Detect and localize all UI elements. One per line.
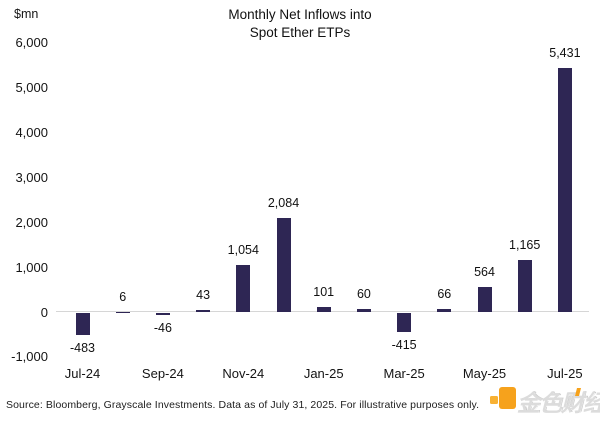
bar-Jan-25 xyxy=(316,307,331,312)
bar-value-label: 1,054 xyxy=(227,242,259,257)
bar-value-label: 60 xyxy=(356,287,371,302)
bar-Nov-24 xyxy=(236,264,251,312)
y-tick-label: 4,000 xyxy=(15,124,48,140)
chart-title: Monthly Net Inflows into Spot Ether ETPs xyxy=(0,6,600,42)
bar-Jul-24 xyxy=(75,313,90,335)
bar-value-label: 43 xyxy=(196,288,211,303)
bar-Mar-25 xyxy=(397,313,412,332)
bar-value-label: 1,165 xyxy=(509,237,541,252)
x-tick-label: Mar-25 xyxy=(383,366,425,381)
y-tick-label: -1,000 xyxy=(11,349,48,365)
bar-value-label: -46 xyxy=(153,321,172,336)
bar-May-25 xyxy=(477,286,492,312)
x-tick-label: Jan-25 xyxy=(303,366,344,381)
y-tick-label: 2,000 xyxy=(15,214,48,230)
y-tick-label: 6,000 xyxy=(15,35,48,51)
bar-value-label: 564 xyxy=(474,264,495,279)
bar-value-label: 101 xyxy=(313,285,335,300)
bar-Dec-24 xyxy=(276,218,291,312)
y-axis-unit-label: $mn xyxy=(14,7,39,21)
bar-Apr-25 xyxy=(437,309,452,312)
watermark: 金色财经 xyxy=(488,383,600,419)
bar-value-label: 2,084 xyxy=(267,196,300,211)
x-tick-label: Nov-24 xyxy=(222,366,265,381)
bar-value-label: -415 xyxy=(391,337,417,352)
bar-Sep-24 xyxy=(155,313,170,316)
y-tick-label: 0 xyxy=(40,304,48,320)
bar-value-label: 5,431 xyxy=(549,46,581,61)
bar-value-label: -483 xyxy=(69,340,96,355)
watermark-logo-icon xyxy=(490,396,498,404)
watermark-text: 金色财经 xyxy=(517,390,600,416)
x-tick-label: Jul-24 xyxy=(64,366,101,381)
bar-Jul-25 xyxy=(557,68,572,312)
x-tick-label: Jul-25 xyxy=(547,366,583,381)
watermark-logo-icon xyxy=(499,387,516,409)
y-tick-label: 3,000 xyxy=(15,169,48,185)
bar-Feb-25 xyxy=(356,309,371,312)
bar-value-label: 6 xyxy=(119,289,127,304)
chart-title-line1: Monthly Net Inflows into xyxy=(228,7,372,22)
x-tick-label: May-25 xyxy=(462,366,507,381)
y-tick-label: 5,000 xyxy=(15,80,48,95)
bar-value-label: 66 xyxy=(437,287,452,302)
source-note: Source: Bloomberg, Grayscale Investments… xyxy=(6,399,480,411)
x-tick-label: Sep-24 xyxy=(141,366,184,381)
bar-Oct-24 xyxy=(196,310,211,312)
chart-title-line2: Spot Ether ETPs xyxy=(249,25,351,40)
bar-Jun-25 xyxy=(517,259,532,312)
y-tick-label: 1,000 xyxy=(15,259,48,275)
